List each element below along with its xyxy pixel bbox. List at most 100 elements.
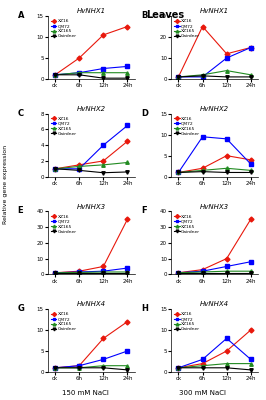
- XZ165: [225, 68, 228, 73]
- Text: Relative gene expression: Relative gene expression: [3, 144, 8, 224]
- QM72: [249, 45, 252, 50]
- Gairdner: [225, 365, 228, 370]
- QM72: [225, 336, 228, 341]
- Line: QM72: QM72: [53, 266, 129, 274]
- Gairdner: [53, 365, 57, 370]
- Line: QM72: QM72: [53, 65, 129, 76]
- XZ165: [177, 270, 180, 275]
- XZ165: [225, 166, 228, 171]
- XZ165: [201, 168, 204, 173]
- XZ16: [102, 264, 105, 269]
- QM72: [53, 72, 57, 77]
- Gairdner: [201, 270, 204, 275]
- QM72: [53, 365, 57, 370]
- Line: Gairdner: Gairdner: [53, 271, 129, 274]
- Gairdner: [225, 270, 228, 275]
- Line: Gairdner: Gairdner: [53, 167, 129, 174]
- QM72: [177, 365, 180, 370]
- QM72: [177, 170, 180, 175]
- XZ165: [126, 270, 129, 274]
- QM72: [78, 166, 81, 171]
- XZ16: [201, 24, 204, 29]
- XZ16: [225, 153, 228, 158]
- XZ16: [249, 328, 252, 332]
- QM72: [201, 357, 204, 362]
- XZ16: [53, 72, 57, 77]
- Line: XZ165: XZ165: [53, 161, 129, 170]
- XZ165: [126, 160, 129, 165]
- Line: XZ165: XZ165: [177, 362, 252, 370]
- Text: B: B: [141, 11, 147, 20]
- XZ16: [177, 365, 180, 370]
- XZ16: [201, 267, 204, 272]
- Legend: XZ16, QM72, XZ165, Gairdner: XZ16, QM72, XZ165, Gairdner: [173, 18, 201, 39]
- Line: XZ16: XZ16: [53, 25, 129, 76]
- Gairdner: [126, 170, 129, 174]
- Legend: XZ16, QM72, XZ165, Gairdner: XZ16, QM72, XZ165, Gairdner: [173, 116, 201, 137]
- XZ165: [53, 365, 57, 370]
- XZ165: [177, 74, 180, 79]
- Line: QM72: QM72: [177, 337, 252, 370]
- XZ165: [53, 166, 57, 171]
- Line: XZ16: XZ16: [53, 320, 129, 370]
- Legend: XZ16, QM72, XZ165, Gairdner: XZ16, QM72, XZ165, Gairdner: [50, 311, 78, 332]
- QM72: [78, 270, 81, 274]
- QM72: [102, 66, 105, 71]
- Gairdner: [53, 72, 57, 77]
- Text: 300 mM NaCl: 300 mM NaCl: [179, 390, 226, 396]
- Text: F: F: [141, 206, 146, 215]
- Legend: XZ16, QM72, XZ165, Gairdner: XZ16, QM72, XZ165, Gairdner: [173, 311, 201, 332]
- Gairdner: [78, 72, 81, 77]
- XZ165: [102, 70, 105, 75]
- Line: XZ165: XZ165: [177, 270, 252, 274]
- Line: XZ165: XZ165: [177, 69, 252, 79]
- XZ16: [53, 166, 57, 171]
- XZ165: [249, 168, 252, 173]
- XZ16: [102, 336, 105, 341]
- XZ16: [102, 158, 105, 163]
- QM72: [53, 270, 57, 275]
- QM72: [177, 270, 180, 275]
- XZ165: [78, 164, 81, 169]
- XZ16: [177, 270, 180, 275]
- Text: G: G: [18, 304, 24, 313]
- Legend: XZ16, QM72, XZ165, Gairdner: XZ16, QM72, XZ165, Gairdner: [50, 116, 78, 137]
- Gairdner: [102, 365, 105, 370]
- Gairdner: [249, 74, 252, 79]
- Title: HvNHX4: HvNHX4: [200, 301, 229, 307]
- Gairdner: [201, 74, 204, 78]
- XZ165: [201, 270, 204, 274]
- Line: XZ16: XZ16: [177, 218, 252, 274]
- Line: XZ16: XZ16: [53, 218, 129, 274]
- Gairdner: [201, 169, 204, 174]
- Line: QM72: QM72: [177, 46, 252, 79]
- Line: XZ165: XZ165: [53, 71, 129, 76]
- Gairdner: [78, 270, 81, 275]
- XZ165: [177, 365, 180, 370]
- Line: Gairdner: Gairdner: [177, 74, 252, 79]
- QM72: [126, 266, 129, 270]
- Gairdner: [177, 270, 180, 275]
- Gairdner: [53, 166, 57, 171]
- XZ165: [102, 162, 105, 167]
- XZ16: [126, 319, 129, 324]
- Line: XZ16: XZ16: [177, 328, 252, 370]
- XZ165: [177, 170, 180, 175]
- Text: E: E: [18, 206, 23, 215]
- Text: 150 mM NaCl: 150 mM NaCl: [62, 390, 109, 396]
- QM72: [225, 264, 228, 269]
- XZ165: [102, 270, 105, 274]
- Gairdner: [78, 168, 81, 173]
- QM72: [225, 56, 228, 60]
- QM72: [102, 269, 105, 274]
- Title: HvNHX2: HvNHX2: [77, 106, 106, 112]
- Gairdner: [249, 270, 252, 275]
- XZ16: [78, 269, 81, 274]
- Gairdner: [225, 74, 228, 79]
- XZ16: [225, 256, 228, 261]
- Line: XZ165: XZ165: [53, 364, 129, 370]
- XZ165: [78, 365, 81, 370]
- Title: HvNHX1: HvNHX1: [200, 8, 229, 14]
- XZ165: [249, 361, 252, 366]
- Gairdner: [102, 270, 105, 275]
